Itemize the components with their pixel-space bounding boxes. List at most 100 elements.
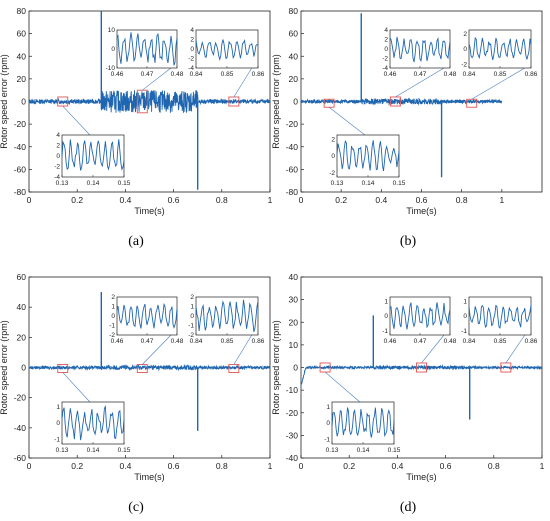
inset-frame — [389, 29, 451, 69]
inset-2: -1 0 1 0.46 0.47 0.48 — [382, 296, 457, 345]
inset-y-tick-label: -2 — [109, 332, 115, 339]
inset-signal-line — [61, 405, 125, 441]
x-axis-title: Time(s) — [134, 206, 164, 216]
inset-x-tick-label: 0.86 — [525, 71, 538, 78]
panel-caption-a: (a) — [128, 234, 144, 249]
inset-y-tick-label: 0 — [331, 153, 335, 160]
x-tick-label: 0.6 — [416, 195, 428, 205]
inset-y-tick-label: -10 — [106, 65, 116, 72]
x-axis-title: Time(s) — [134, 472, 164, 482]
zoom-leader — [505, 334, 526, 364]
inset-y-tick-label: -4 — [54, 174, 60, 181]
inset-y-tick-label: -1 — [54, 436, 60, 443]
inset-x-tick-label: 0.13 — [326, 447, 339, 454]
x-tick-label: 0 — [299, 195, 304, 205]
y-tick-label: 0 — [293, 363, 298, 373]
inset-x-tick-label: 0.48 — [444, 338, 457, 345]
x-tick-label: 0.4 — [391, 461, 403, 471]
inset-y-tick-label: 4 — [56, 132, 60, 139]
inset-x-tick-label: 0.15 — [393, 180, 406, 187]
inset-y-tick-label: -4 — [382, 65, 388, 72]
inset-x-tick-label: 0.48 — [171, 338, 184, 345]
y-tick-label: 20 — [289, 317, 299, 327]
y-axis-title: Rotor speed error (rpm) — [271, 54, 281, 149]
y-tick-label: -40 — [14, 423, 27, 433]
inset-frame — [195, 296, 259, 336]
y-tick-label: 20 — [17, 332, 27, 342]
zoom-leader — [328, 107, 366, 136]
inset-y-tick-label: 2 — [190, 37, 194, 44]
zoom-leader — [142, 67, 172, 91]
inset-y-tick-label: -2 — [54, 164, 60, 171]
inset-x-tick-label: 0.86 — [252, 71, 265, 78]
inset-y-tick-label: 2 — [331, 136, 335, 143]
x-tick-label: 0 — [299, 461, 304, 471]
x-tick-label: 0.4 — [119, 461, 131, 471]
signal-line — [28, 90, 271, 113]
inset-y-tick-label: 0 — [463, 313, 467, 320]
inset-y-tick-label: 1 — [190, 304, 194, 311]
inset-x-tick-label: 0.15 — [118, 180, 131, 187]
inset-signal-line — [116, 32, 178, 66]
inset-y-tick-label: 10 — [108, 27, 116, 34]
inset-y-tick-label: 4 — [384, 27, 388, 34]
inset-2: -4 -2 0 2 4 0.46 0.47 0.48 — [382, 27, 456, 78]
inset-signal-line — [195, 299, 259, 333]
inset-y-tick-label: 0 — [326, 420, 330, 427]
inset-x-tick-label: 0.46 — [384, 71, 397, 78]
y-tick-label: 0 — [21, 363, 26, 373]
x-tick-label: 0.8 — [216, 461, 228, 471]
inset-y-tick-label: 2 — [111, 294, 115, 301]
y-tick-label: 40 — [17, 302, 27, 312]
inset-y-tick-label: 1 — [384, 299, 388, 306]
y-tick-label: -20 — [14, 393, 27, 403]
y-axis-title: Rotor speed error (rpm) — [0, 54, 9, 149]
x-tick-label: 0.2 — [343, 461, 355, 471]
inset-y-tick-label: 2 — [463, 31, 467, 38]
inset-signal-line — [116, 302, 178, 329]
inset-y-tick-label: 1 — [56, 404, 60, 411]
inset-1: -4 -2 0 2 4 0.13 0.14 0.15 — [54, 132, 130, 187]
inset-x-tick-label: 0.14 — [357, 447, 370, 454]
inset-signal-line — [336, 139, 400, 172]
zoom-leader — [62, 105, 91, 136]
y-tick-label: -40 — [286, 142, 299, 152]
y-tick-label: 80 — [17, 6, 27, 16]
x-tick-label: 0.8 — [456, 195, 468, 205]
y-tick-label: 60 — [17, 272, 27, 282]
inset-y-tick-label: 0 — [190, 46, 194, 53]
inset-x-tick-label: 0.46 — [384, 338, 397, 345]
y-tick-label: 20 — [289, 74, 299, 84]
inset-1: -2 0 2 0.13 0.14 0.15 — [329, 134, 406, 187]
inset-y-tick-label: 1 — [463, 299, 467, 306]
x-tick-label: 0.8 — [216, 195, 228, 205]
inset-y-tick-label: -2 — [461, 61, 467, 68]
inset-x-tick-label: 0.15 — [118, 447, 131, 454]
inset-x-tick-label: 0.46 — [111, 338, 124, 345]
inset-frame — [389, 296, 451, 336]
zoom-leader — [233, 67, 253, 98]
panel-caption-c: (c) — [128, 500, 144, 515]
panel-caption-d: (d) — [399, 500, 417, 515]
x-tick-label: 1 — [268, 195, 273, 205]
x-tick-label: 1 — [540, 461, 545, 471]
inset-y-tick-label: 2 — [190, 294, 194, 301]
zoom-leader — [62, 372, 91, 403]
inset-y-tick-label: -2 — [188, 56, 194, 63]
x-tick-label: 0.2 — [71, 461, 83, 471]
y-tick-label: 60 — [17, 29, 27, 39]
inset-y-tick-label: 0 — [190, 313, 194, 320]
inset-y-tick-label: 0 — [111, 313, 115, 320]
inset-2: -10 0 10 0.46 0.47 0.48 — [106, 27, 184, 78]
inset-3: -1 0 1 0.84 0.85 0.86 — [461, 296, 538, 345]
inset-y-tick-label: -2 — [188, 332, 194, 339]
y-axis-title: Rotor speed error (rpm) — [0, 320, 9, 415]
inset-y-tick-label: 0 — [111, 46, 115, 53]
inset-x-tick-label: 0.84 — [190, 338, 203, 345]
inset-x-tick-label: 0.15 — [388, 447, 401, 454]
